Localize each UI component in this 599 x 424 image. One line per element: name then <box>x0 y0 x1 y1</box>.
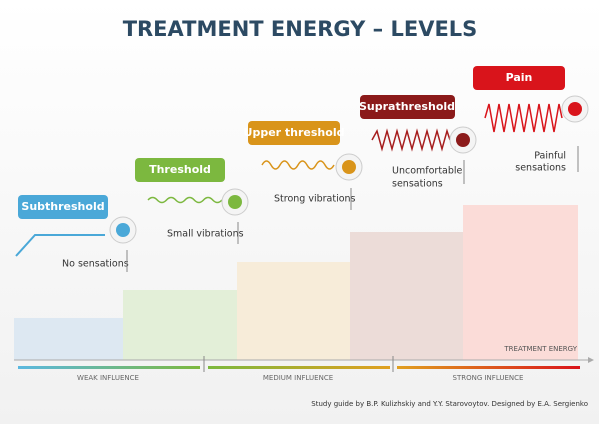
influence-label: WEAK INFLUENCE <box>77 374 139 382</box>
level-description: Uncomfortable <box>392 166 463 177</box>
wave <box>261 160 335 170</box>
level-label: Suprathreshold <box>359 100 455 113</box>
wave <box>484 103 563 133</box>
level-label: Pain <box>506 71 533 84</box>
level-description: sensations <box>515 163 566 174</box>
level-description: sensations <box>392 179 443 190</box>
level-label-box <box>248 121 340 145</box>
step <box>463 205 578 360</box>
level-description: Small vibrations <box>167 229 244 240</box>
level-label-box <box>18 195 108 219</box>
knob-dot <box>342 160 356 174</box>
step <box>123 290 237 360</box>
knob-dot <box>568 102 582 116</box>
level-description: Painful <box>534 151 566 162</box>
wave <box>15 234 105 257</box>
level-label-box <box>360 95 455 119</box>
influence-bar <box>18 366 200 369</box>
wave <box>147 196 223 204</box>
wave <box>371 128 451 152</box>
level-label: Subthreshold <box>21 200 104 213</box>
level-label: Upper threshold <box>244 126 345 139</box>
knob-dot <box>228 195 242 209</box>
influence-bar <box>208 366 390 369</box>
axis-arrow <box>588 357 594 363</box>
step <box>237 262 350 360</box>
knob-dot <box>456 133 470 147</box>
influence-bar <box>397 366 580 369</box>
step <box>14 318 123 360</box>
title: TREATMENT ENERGY – LEVELS <box>123 17 478 41</box>
knob-dot <box>116 223 130 237</box>
level-label-box <box>135 158 225 182</box>
level-label: Threshold <box>149 163 211 176</box>
step <box>350 232 463 360</box>
credit: Study guide by B.P. Kulizhskiy and Y.Y. … <box>311 400 588 408</box>
axis-label: TREATMENT ENERGY <box>503 345 577 353</box>
level-description: Strong vibrations <box>274 194 356 205</box>
influence-label: MEDIUM INFLUENCE <box>263 374 333 382</box>
influence-label: STRONG INFLUENCE <box>453 374 524 382</box>
level-label-box <box>473 66 565 90</box>
level-description: No sensations <box>62 259 129 270</box>
